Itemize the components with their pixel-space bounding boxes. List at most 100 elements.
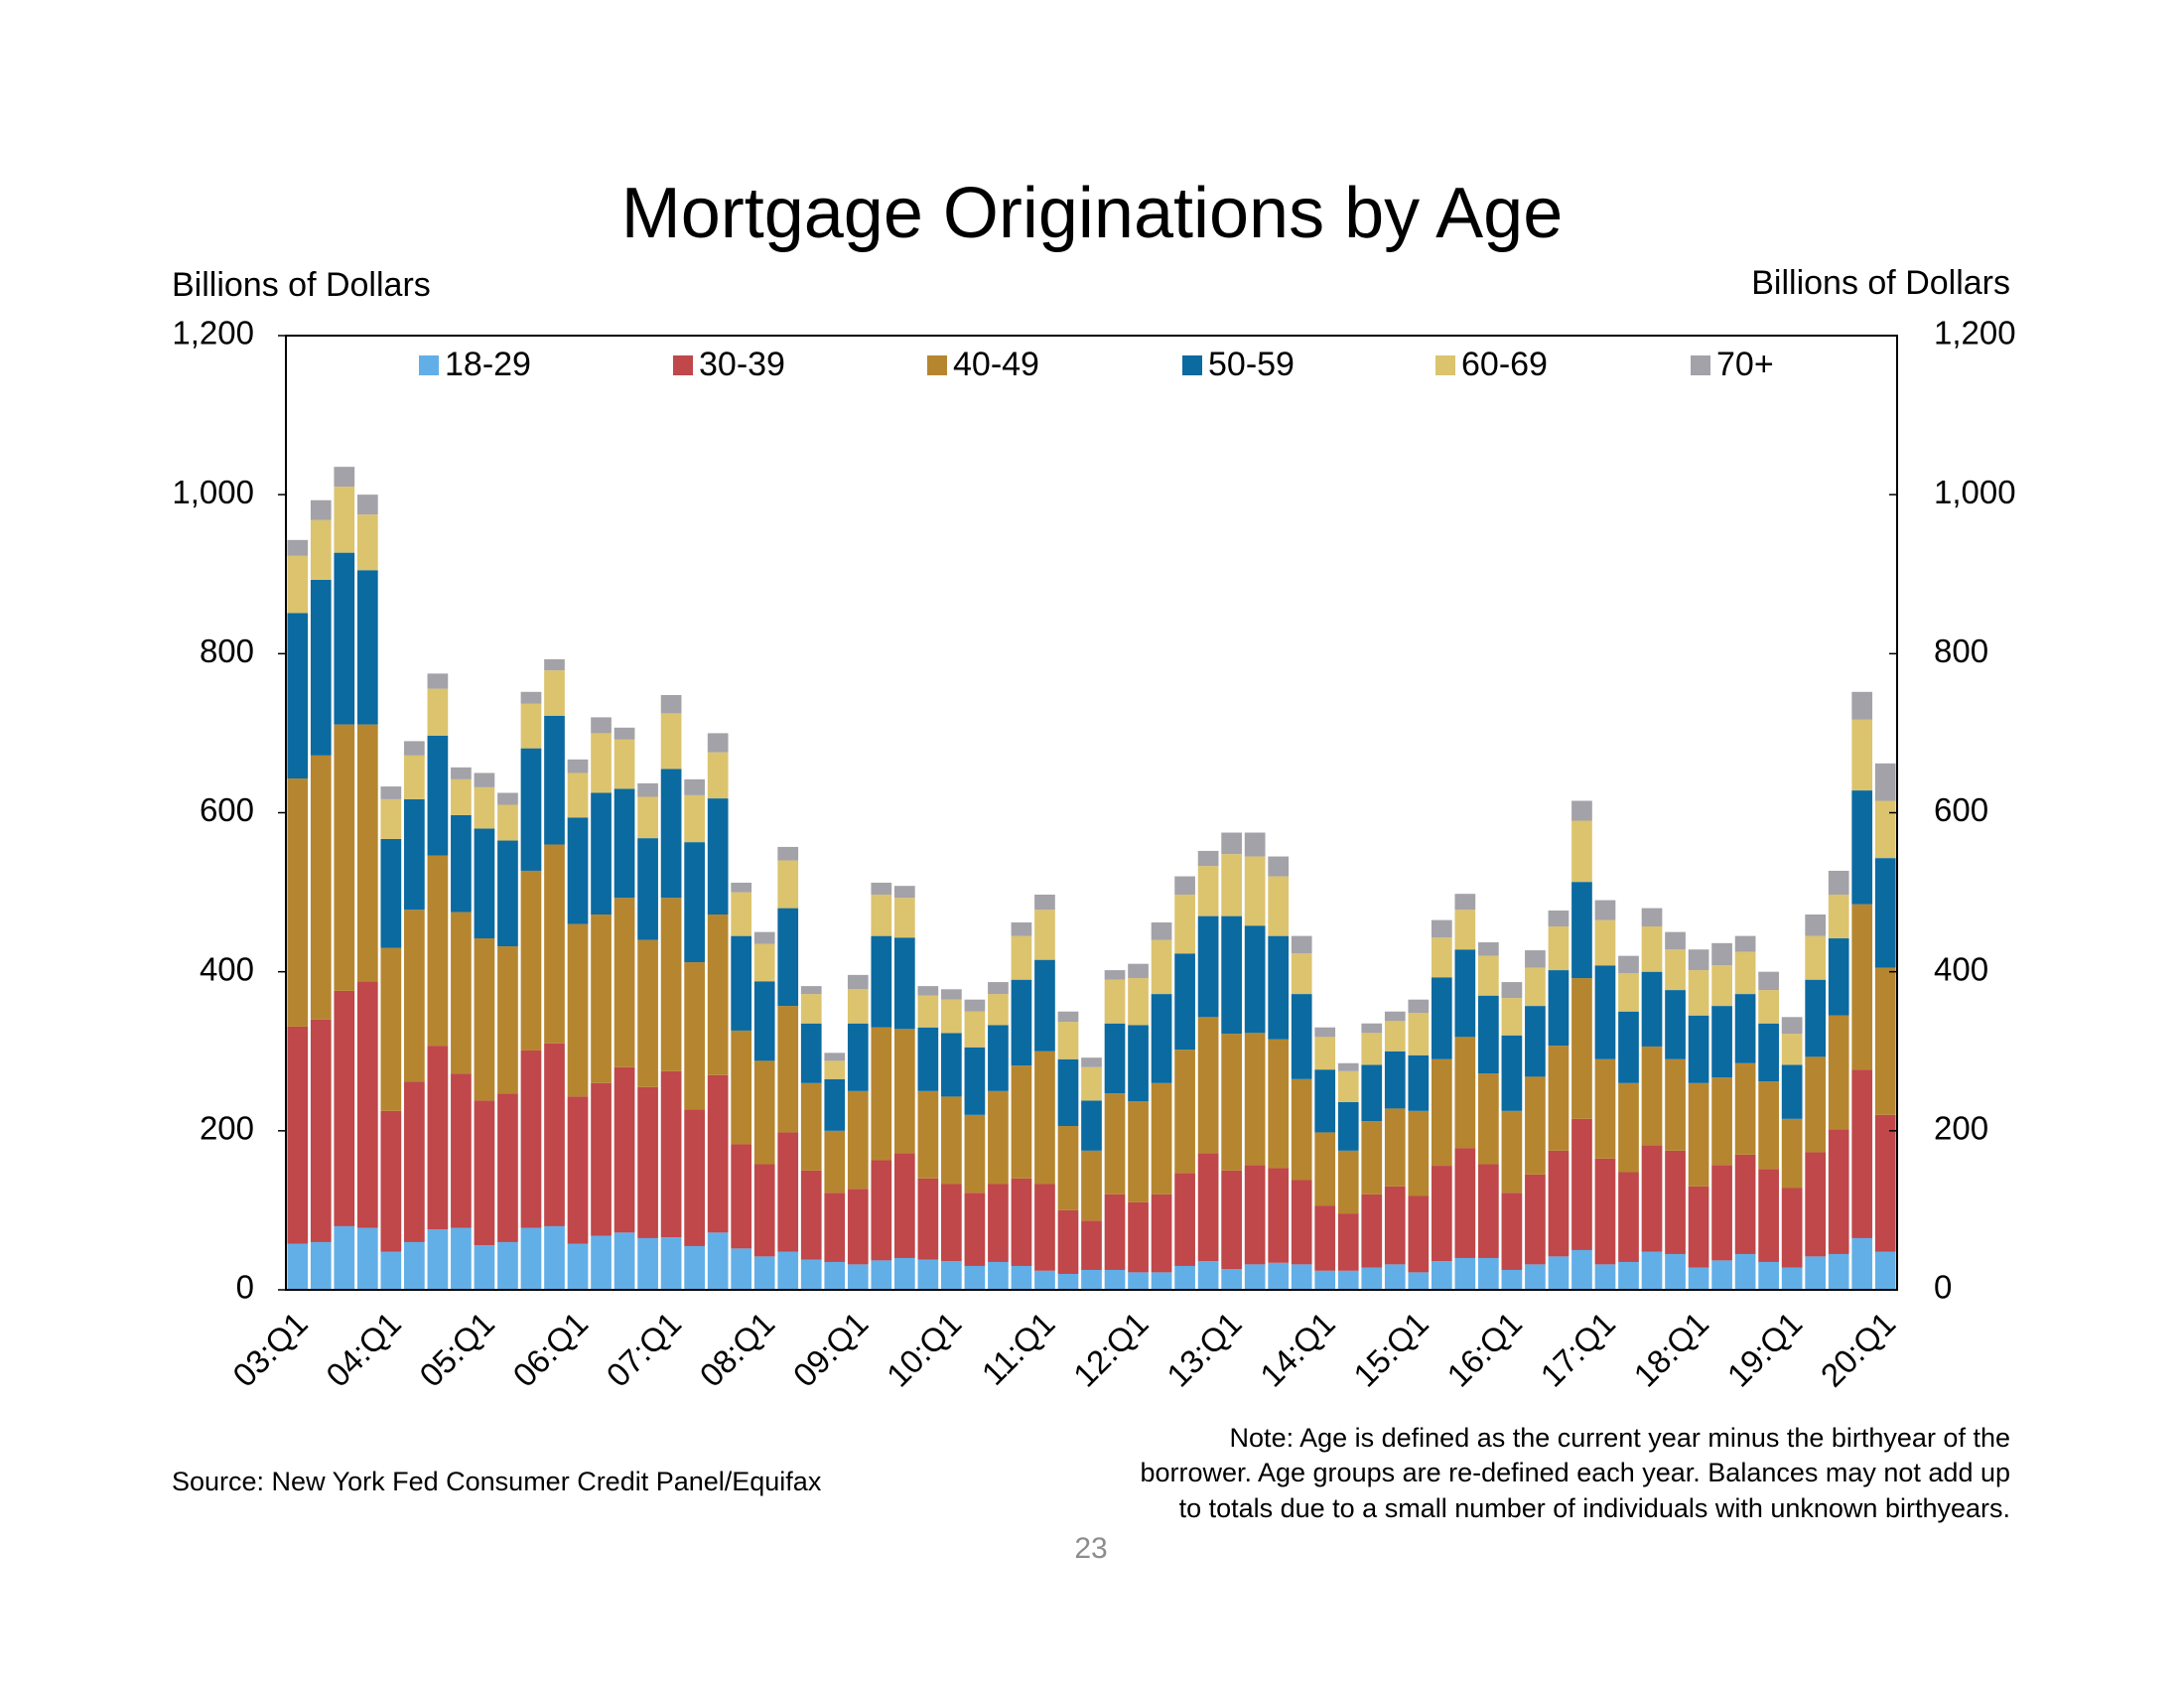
bar-segment — [684, 794, 705, 843]
bar-segment — [1081, 1150, 1102, 1221]
bar-segment — [1361, 1267, 1383, 1290]
bar-segment — [1781, 1118, 1803, 1189]
bar-segment — [1081, 1057, 1102, 1067]
bar-segment — [1548, 926, 1570, 971]
bar-segment — [287, 1243, 309, 1290]
bar-segment — [427, 1046, 449, 1230]
bar-segment — [591, 792, 612, 915]
bar-segment — [1874, 800, 1896, 859]
bar-segment — [1314, 1205, 1336, 1271]
bar-segment — [1244, 1033, 1266, 1166]
source: Source: New York Fed Consumer Credit Pan… — [172, 1467, 822, 1496]
bar-segment — [1221, 915, 1242, 1035]
legend-swatch — [1435, 355, 1455, 375]
bar-segment — [567, 923, 589, 1097]
bar-segment — [1478, 1164, 1499, 1258]
bar-segment — [1548, 1046, 1570, 1151]
bar-segment — [1781, 1267, 1803, 1290]
bar-segment — [427, 1229, 449, 1290]
bar-segment — [1734, 994, 1756, 1063]
bar-segment — [1151, 1272, 1172, 1290]
bar-segment — [1104, 1093, 1126, 1195]
bar-segment — [591, 914, 612, 1083]
bar-segment — [1408, 999, 1430, 1014]
plot-frame — [285, 335, 1898, 1291]
x-tick-label: 14:Q1 — [1253, 1305, 1342, 1394]
bar-segment — [1221, 1034, 1242, 1171]
bar-segment — [1244, 1264, 1266, 1290]
bar-segment — [684, 1109, 705, 1246]
bar-segment — [544, 670, 565, 716]
bar-segment — [1151, 994, 1172, 1083]
bar-segment — [1244, 856, 1266, 926]
bar-segment — [1384, 1264, 1406, 1290]
bar-segment — [427, 673, 449, 689]
bar-segment — [988, 994, 1009, 1026]
bar-segment — [1594, 1158, 1616, 1265]
bar-segment — [800, 986, 822, 995]
note-line: borrower. Age groups are re-defined each… — [1140, 1458, 2010, 1487]
bar-segment — [1618, 1172, 1639, 1262]
bar-segment — [1174, 1265, 1195, 1290]
bar-segment — [1011, 935, 1032, 980]
y-tick-label: 800 — [200, 633, 254, 669]
bar-segment — [1384, 1021, 1406, 1052]
bar-segment — [1525, 1174, 1546, 1265]
y-tick-label: 1,200 — [172, 315, 254, 352]
bar-segment — [1641, 1251, 1663, 1290]
bar-segment — [356, 514, 378, 571]
bar-segment — [427, 688, 449, 736]
bar-segment — [567, 759, 589, 774]
bar-segment — [380, 798, 402, 839]
x-tick-label: 20:Q1 — [1814, 1305, 1903, 1394]
bar-segment — [1431, 1166, 1452, 1262]
bar-segment — [1268, 935, 1290, 1040]
chart-title: Mortgage Originations by Age — [621, 174, 1564, 253]
bar-segment — [567, 1243, 589, 1290]
bar-segment — [1291, 1264, 1312, 1290]
bar-segment — [404, 741, 425, 756]
bar-segment — [847, 1090, 869, 1190]
bar-segment — [1571, 820, 1592, 883]
bar-segment — [404, 910, 425, 1082]
bar-segment — [1128, 1101, 1149, 1202]
bar-segment — [637, 782, 658, 797]
legend-swatch — [1182, 355, 1202, 375]
bar-segment — [1874, 858, 1896, 968]
bar-segment — [707, 1074, 729, 1233]
bar-segment — [1081, 1100, 1102, 1151]
bar-segment — [1805, 1256, 1827, 1290]
bar-segment — [614, 788, 635, 899]
y-tick-label: 1,000 — [172, 474, 254, 510]
bar-segment — [334, 467, 355, 488]
bar-segment — [1174, 953, 1195, 1051]
bar-segment — [1758, 1261, 1779, 1290]
bar-segment — [520, 1227, 542, 1290]
bar-segment — [1548, 970, 1570, 1047]
bar-segment — [1128, 978, 1149, 1026]
bar-segment — [753, 1164, 775, 1257]
bar-segment — [1874, 1114, 1896, 1252]
x-tick-label: 16:Q1 — [1439, 1305, 1529, 1394]
bar-segment — [1291, 1180, 1312, 1265]
bar-segment — [520, 703, 542, 749]
bar-segment — [731, 1144, 752, 1249]
bar-segment — [380, 838, 402, 948]
x-tick-label: 12:Q1 — [1066, 1305, 1156, 1394]
bar-segment — [1501, 1193, 1523, 1270]
bar-segment — [1314, 1027, 1336, 1038]
bar-segment — [1688, 1015, 1709, 1083]
bar-segment — [380, 1251, 402, 1290]
bar-segment — [684, 842, 705, 963]
bar-segment — [1057, 1011, 1079, 1023]
bar-segment — [1431, 977, 1452, 1059]
bar-segment — [1197, 1261, 1219, 1290]
bar-segment — [1478, 1257, 1499, 1290]
bar-segment — [777, 1251, 799, 1290]
legend-label: 50-59 — [1208, 346, 1295, 383]
bar-segment — [1711, 1077, 1732, 1166]
bar-segment — [753, 981, 775, 1061]
bar-segment — [1828, 938, 1849, 1016]
bar-segment — [1057, 1058, 1079, 1127]
bar-segment — [1734, 1154, 1756, 1254]
